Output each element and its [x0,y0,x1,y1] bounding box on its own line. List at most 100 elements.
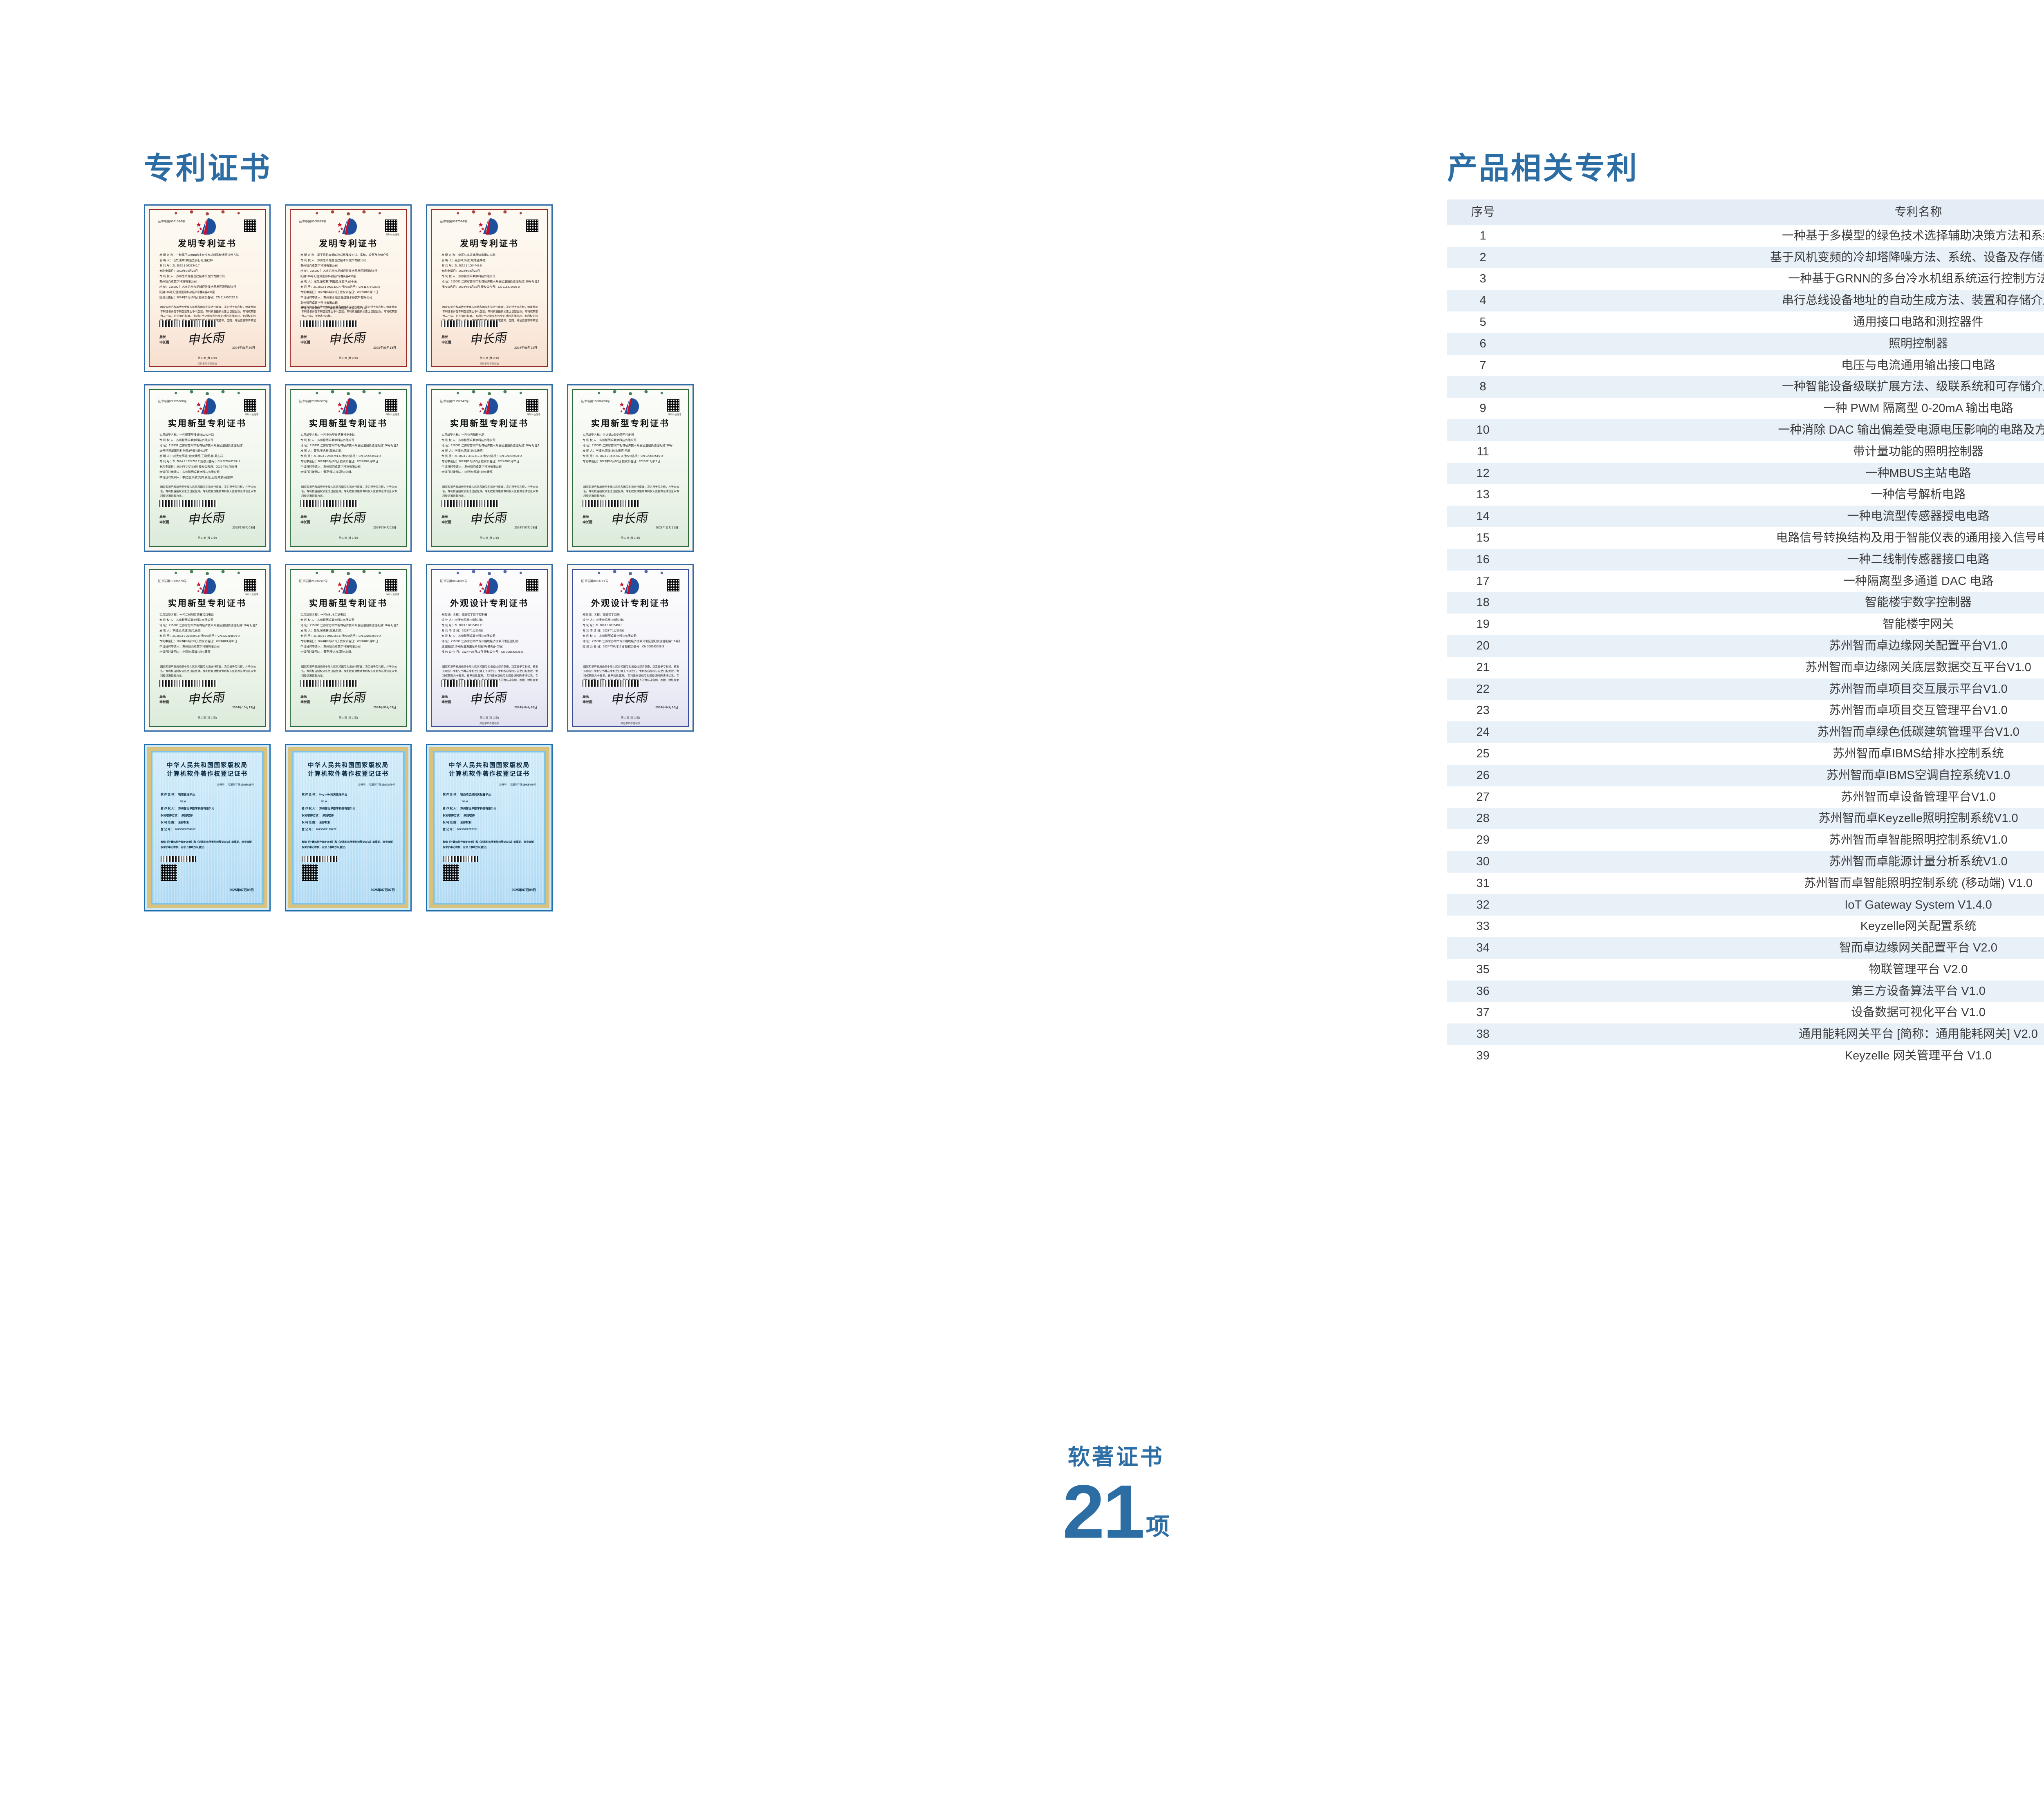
certificate-field-line: 权 利 范 围： 全部权利 [302,821,331,824]
certificate-field-line: V1.0 [302,800,327,803]
table-row: 7电压与电流通用输出接口电路发明 [1447,354,2044,376]
certificate-field-line: 专利申请日：2023年08月30日 授权公告日：2024年01月30日 [159,640,238,643]
certificate-page-note: 第 1 页 (共 2 页) [621,717,640,719]
certificate-field-line: 地 址：215000 江苏省苏州市相城经济技术开发区澄阳街道澄 [159,286,237,289]
cell-index: 13 [1447,484,1519,506]
certificate-legal-paragraph: 国家知识产权局依照中华人民共和国专利法进行审查，决定授予专利权，颁发发明专利证书… [301,306,397,318]
certificate-field-line: 发 明 人：李建池;高波;刘炜;黄亮 [442,450,483,452]
certificate-issue-date: 2024年04月16日 [514,705,537,709]
barcode-icon [583,680,640,687]
certificate-field-line: 阳路116号阳澄湖国际科创园3号楼4层408室 [159,291,215,294]
table-row: 19智能楼宇网关外观 [1447,614,2044,635]
cnipa-logo-icon [196,218,216,235]
table-head: 序号 专利名称 专利类型 [1447,199,2044,225]
certificate-field-line: 专 利 号：ZL 2024 2 0482168.5 授权公告号：CN 22165… [300,635,381,638]
certificate-inner-border: 证书号第8604075号 外观设计专利证书 外观设计名称：智能楼宇数字控制器设 计 … [431,569,548,727]
barcode-icon [583,500,640,507]
cell-patent-name: 苏州智而卓边缘网关底层数据交互平台V1.0 [1519,656,2044,678]
certificate-field-line: 专 利 权 人：苏州智而卓数字科技有限公司 [300,439,354,442]
certificate-fields: 实用新型名称：一种信号解析电路专 利 权 人：苏州智而卓数字科技有限公司地 址：… [442,432,539,475]
cnipa-logo-icon [619,398,639,414]
cnipa-logo-icon [478,578,498,594]
certificate-number: 证书号第22926608号 [158,399,187,403]
barcode-icon [442,500,499,507]
certificate-field-line: 地 址：215131 江苏省苏州市相城经济技术开发区澄阳街道澄阳路1 [159,444,244,447]
barcode-icon [159,680,217,687]
qr-code-icon [302,864,318,881]
certificate-signature: 申长雨 [610,690,648,707]
cell-index: 22 [1447,678,1519,700]
certificate-card-software-copyright: 中华人民共和国国家版权局 计算机软件著作权登记证书 证书号： 软著登字第159054… [426,744,553,911]
software-copyright-count-unit: 项 [1145,1514,1170,1541]
cnipa-logo-icon [619,578,639,594]
certificate-field-line: 地 址：215000 江苏省苏州市苏州相城经济技术开发区澄阳街道澄阳路116号阳… [583,640,680,643]
certificate-field-line: 著 作 权 人： 苏州智而卓数字科技有限公司 [161,807,215,810]
certificate-fields: 实用新型名称：带计量功能的照明控制器专 利 权 人：苏州智而卓数字科技有限公司地… [583,432,680,464]
certificate-field-line: 苏州智而卓数字科技有限公司 [300,264,338,267]
cell-patent-name: 苏州智而卓项目交互管理平台V1.0 [1519,700,2044,722]
certificate-fields: 发 明 名 称：基于风机变频的冷却塔降噪方法、系统、设备及存储介质专 利 权 人… [300,253,398,311]
certificate-signature: 申长雨 [187,331,225,347]
certificate-page-note: 第 1 页 (共 1 页) [480,537,499,540]
certificate-inner-border: 中华人民共和国国家版权局 计算机软件著作权登记证书 证书号： 软著登字第158650… [147,747,267,908]
certificate-field-line: 发 明 人：黄亮;吴志祥;高波;刘炜 [300,450,342,452]
certificate-row: 证书号第22926608号 专利公告信息 实用新型专利证书 实用新型名称：一种隔离型多… [144,384,1378,552]
certificate-field-line: 专 利 权 人：苏州思萃融合基建技术研究所有限公司 [159,275,225,278]
cell-index: 18 [1447,592,1519,614]
certificate-inner-border: 中华人民共和国国家版权局 计算机软件著作权登记证书 证书号： 软著登字第158008… [288,747,408,908]
certificate-field-line: 申请日时发明人：李建池;高波;刘炜;黄亮;王磊;陈鹏;吴志祥 [159,476,233,479]
table-row: 3一种基于GRNN的多台冷水机组系统运行控制方法发明 [1447,268,2044,290]
certificate-fields: 软 件 名 称： 物联管理平台 V2.0 著 作 权 人： 苏州智而卓数字科技有限… [161,791,254,833]
certificate-field-line: V2.0 [161,800,186,803]
cell-patent-name: 苏州智而卓IBMS给排水控制系统 [1519,743,2044,765]
cell-patent-name: 物联管理平台 V2.0 [1519,958,2044,981]
certificate-fields: 发 明 名 称：一种基于GRNN的多台冷水机组系统运行控制方法发 明 人：马杰;… [159,253,257,300]
cnipa-logo-icon [337,218,357,235]
certificate-ornament [450,389,529,396]
cell-index: 39 [1447,1045,1519,1067]
certificate-field-line: 著 作 权 人： 苏州智而卓数字科技有限公司 [302,807,356,810]
certificate-ornament [309,389,388,396]
certificate-issue-date: 2025年07月09日 [229,888,254,892]
certificate-field-line: 地 址：215000 江苏省苏州市相城经济技术开发区澄阳街道澄阳路116号 [583,444,673,447]
certificate-page-note: 第 1 页 (共 1 页) [338,717,358,719]
certificate-field-line: 发 明 人：马杰;董红林;李国建;冰俊华;彭十涵 [300,280,357,283]
certificate-grid: 证书号第6661534号 发明专利证书发 明 名 称：一种基于GRNN的多台冷水机… [144,204,1378,924]
barcode-icon [302,856,337,862]
certificate-fields: 软 件 名 称： 智而卓边缘网关配置平台 V2.0 著 作 权 人： 苏州智而卓数… [443,791,536,833]
table-row: 16一种二线制传感器接口电路实用新型 [1447,549,2044,571]
certificate-field-line: 专 利 号：ZL 2022 1 0427330.4 授权公告号：CN 11475… [300,286,381,289]
certificate-signer-label: 局长 申长雨 [442,695,451,704]
cell-patent-name: 一种二线制传感器接口电路 [1519,549,2044,571]
certificate-field-line: 发 明 名 称：电压与电流通用输出接口电路 [442,254,495,257]
barcode-icon [443,856,478,862]
product-patent-table: 序号 专利名称 专利类型 1一种基于多模型的绿色技术选择辅助决策方法和系统发明2… [1447,199,2044,1067]
certificate-signer-label: 局长 申长雨 [159,335,169,344]
certificate-field-line: 专 利 权 人：苏州智而卓数字科技有限公司 [159,439,213,442]
qr-code-icon [244,579,257,592]
certificate-field-line: 发 明 人：李建池;高波;刘炜;黄亮;王磊;陈鹏;吴志祥 [159,455,223,458]
certificate-signer-label: 局长 申长雨 [159,515,169,524]
cnipa-logo-icon [337,398,357,414]
cell-patent-name: 智能楼宇网关 [1519,614,2044,635]
certificate-page-note: 第 1 页 (共 1 页) [197,537,217,540]
certificate-footer-note: 其他事项参见续页 [620,723,640,725]
certificate-signer-label: 局长 申长雨 [442,515,451,524]
certificate-footer-note: 其他事项参见续页 [197,363,217,365]
cell-patent-name: 一种基于GRNN的多台冷水机组系统运行控制方法 [1519,268,2044,290]
certificate-field-line: 发 明 人：李建池;高波;刘炜;黄亮 [159,629,201,632]
certificate-legal-paragraph: 根据《计算机软件保护条例》和《计算机软件著作权登记办法》的规定，经中国版权保护中… [443,841,534,849]
certificate-field-line: 实用新型名称：一种电流型传感器授电电路 [300,434,355,437]
certificate-card-utility: 证书号第21838887号 专利公告信息 实用新型专利证书 实用新型名称：一种MBUS… [285,564,412,732]
table-row: 13一种信号解析电路实用新型 [1447,484,2044,506]
certificate-field-line: 申请日时申请人：苏州智而卓数字科技有限公司 [300,466,361,468]
certificate-field-line: 道澄阳路116号阳澄湖国际科创园3号楼4层402室 [442,645,503,648]
certificate-field-line: 申请日时发明人：李建池;高波;刘炜;黄亮 [442,471,493,474]
certificate-field-line: 实用新型名称：一种隔离型多通道DAC电路 [159,434,214,437]
cell-patent-name: 一种电流型传感器授电电路 [1519,506,2044,527]
certificate-number: 证书号第8603771号 [581,579,608,583]
